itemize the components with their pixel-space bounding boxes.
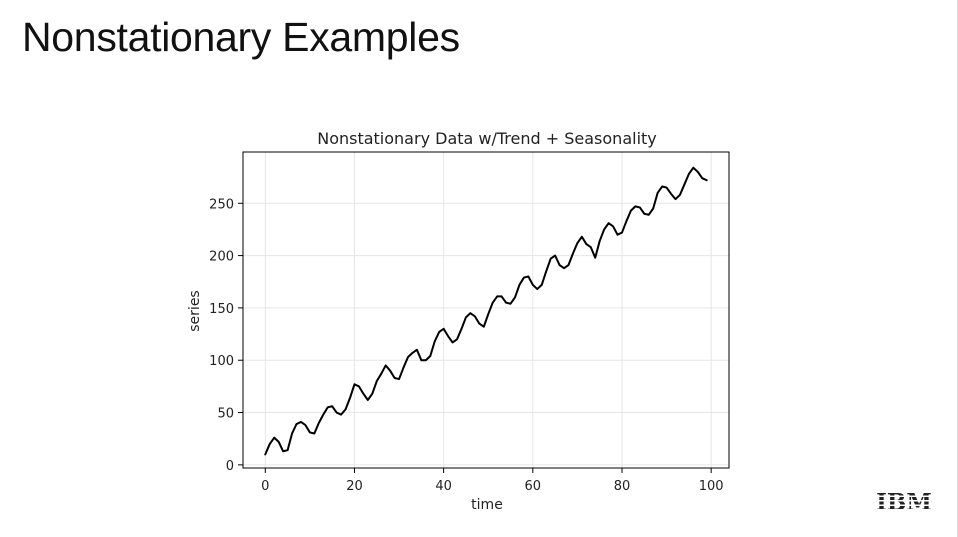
y-axis-label: series [187,290,203,331]
y-tick-label: 200 [209,250,234,265]
y-tick-label: 100 [209,354,234,369]
chart-title: Nonstationary Data w/Trend + Seasonality [317,129,657,148]
x-tick-label: 0 [261,479,269,494]
y-tick-label: 250 [209,197,234,212]
x-axis-label: time [471,497,503,513]
x-tick-label: 20 [346,479,363,494]
plot-frame [242,151,730,469]
slide-title: Nonstationary Examples [22,14,460,60]
y-tick-label: 150 [209,302,234,317]
y-axis: 0 50 100 150 200 250 [209,197,243,474]
x-tick-label: 60 [525,479,542,494]
plot-area [264,166,708,456]
x-tick-label: 100 [699,479,724,494]
y-tick-label: 0 [226,459,234,474]
ibm-logo-text: IBM [876,489,932,514]
x-axis: 0 20 40 60 80 100 [261,468,724,494]
series-line [264,166,708,456]
y-tick-label: 50 [217,407,234,422]
x-tick-label: 40 [435,479,452,494]
x-tick-label: 80 [614,479,631,494]
ibm-logo: IBM [876,489,932,514]
grid-lines [243,152,729,468]
